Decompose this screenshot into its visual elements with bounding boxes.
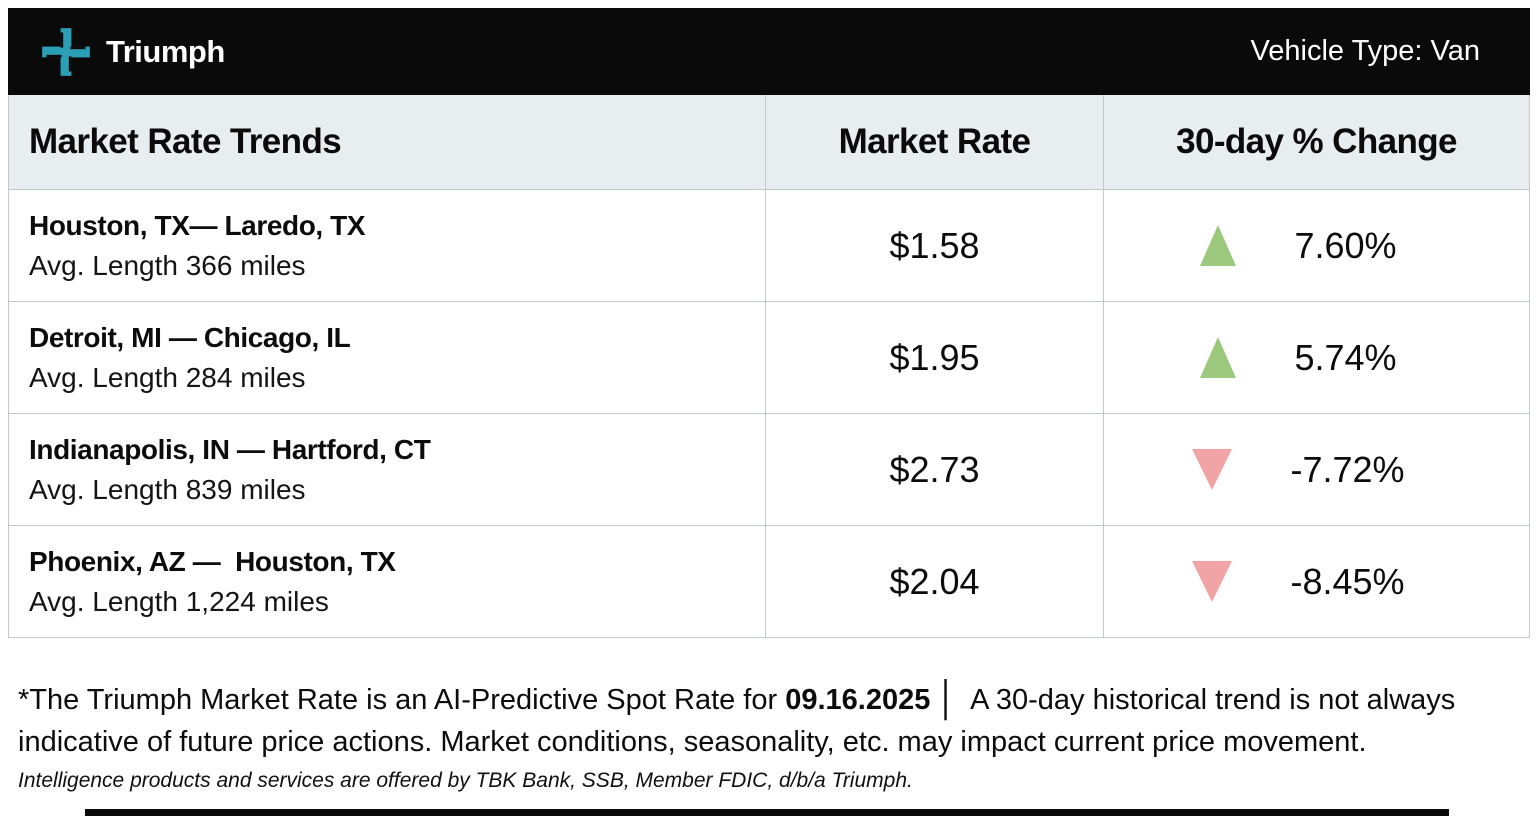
market-rate-card: Triumph Vehicle Type: Van Market Rate Tr… <box>8 8 1530 793</box>
route-cell: Phoenix, AZ — Houston, TX Avg. Length 1,… <box>9 526 766 637</box>
change-value: -7.72% <box>1290 448 1405 490</box>
up-triangle-icon <box>1200 337 1237 378</box>
route-cell: Houston, TX— Laredo, TX Avg. Length 366 … <box>9 190 766 301</box>
route-cell: Indianapolis, IN — Hartford, CT Avg. Len… <box>9 414 766 525</box>
top-header-bar: Triumph Vehicle Type: Van <box>8 8 1530 95</box>
market-rate-value: $1.95 <box>766 302 1104 413</box>
route-avg-length: Avg. Length 284 miles <box>29 361 306 393</box>
route-cell: Detroit, MI — Chicago, IL Avg. Length 28… <box>9 302 766 413</box>
down-triangle-icon <box>1192 561 1233 602</box>
table-header-row: Market Rate Trends Market Rate 30-day % … <box>9 95 1529 189</box>
table-row: Indianapolis, IN — Hartford, CT Avg. Len… <box>9 413 1529 525</box>
market-rate-value: $2.04 <box>766 526 1104 637</box>
route-avg-length: Avg. Length 839 miles <box>29 473 306 505</box>
change-cell: 5.74% <box>1086 302 1511 413</box>
route-avg-length: Avg. Length 366 miles <box>29 249 306 281</box>
column-header-market-rate: Market Rate <box>766 95 1104 189</box>
table-row: Houston, TX— Laredo, TX Avg. Length 366 … <box>9 189 1529 301</box>
change-value: 7.60% <box>1294 224 1397 266</box>
route-avg-length: Avg. Length 1,224 miles <box>29 585 329 617</box>
column-header-market-rate-trends: Market Rate Trends <box>9 95 766 189</box>
vehicle-type-label: Vehicle Type: Van <box>1250 35 1480 67</box>
market-rate-value: $1.58 <box>766 190 1104 301</box>
table-row: Detroit, MI — Chicago, IL Avg. Length 28… <box>9 301 1529 413</box>
footnote: *The Triumph Market Rate is an AI-Predic… <box>18 674 1520 763</box>
footnote-date: 09.16.2025 <box>785 684 931 716</box>
triumph-cross-icon <box>42 27 90 76</box>
footnote-text-2: A 30-day historical trend is not always … <box>18 684 1456 759</box>
market-rate-table: Market Rate Trends Market Rate 30-day % … <box>8 95 1530 638</box>
down-triangle-icon <box>1192 449 1233 490</box>
table-row: Phoenix, AZ — Houston, TX Avg. Length 1,… <box>9 525 1529 637</box>
change-cell: -7.72% <box>1086 414 1511 525</box>
up-triangle-icon <box>1200 225 1237 266</box>
column-header-30-day-change: 30-day % Change <box>1176 122 1457 161</box>
change-cell: -8.45% <box>1086 526 1511 637</box>
bottom-divider-bar <box>85 809 1449 816</box>
route-name: Houston, TX— Laredo, TX <box>29 209 366 241</box>
footnote-separator: │ <box>936 680 958 718</box>
change-value: 5.74% <box>1294 336 1397 378</box>
route-name: Phoenix, AZ — Houston, TX <box>29 545 396 577</box>
change-value: -8.45% <box>1290 560 1405 602</box>
footnote-text-1: *The Triumph Market Rate is an AI-Predic… <box>18 684 786 716</box>
brand: Triumph <box>40 26 225 78</box>
change-cell: 7.60% <box>1086 190 1511 301</box>
brand-name: Triumph <box>106 33 225 69</box>
route-name: Detroit, MI — Chicago, IL <box>29 321 351 353</box>
fdic-disclaimer: Intelligence products and services are o… <box>18 769 913 793</box>
market-rate-value: $2.73 <box>766 414 1104 525</box>
route-name: Indianapolis, IN — Hartford, CT <box>29 433 431 465</box>
